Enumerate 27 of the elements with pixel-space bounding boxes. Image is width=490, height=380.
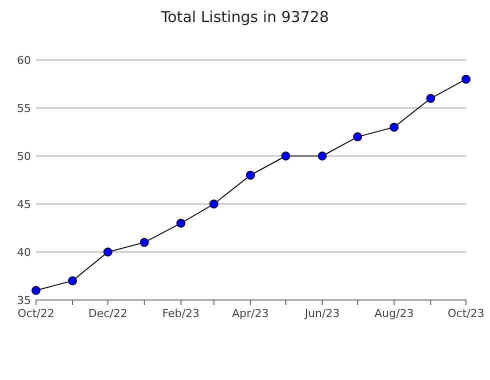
point [246,170,255,180]
point [390,122,399,132]
point [140,238,149,247]
y-tick-label: 40 [17,246,31,259]
x-tick-label: Jun/23 [304,307,340,320]
x-tick-label: Feb/23 [162,307,200,320]
point [426,94,436,103]
y-tick-label: 45 [17,198,31,211]
y-tick-label: 50 [17,150,31,163]
point [318,152,327,160]
x-tick-label: Dec/22 [88,307,128,320]
y-tick-label: 60 [17,54,31,67]
point [68,276,78,286]
point [462,74,470,84]
point [353,132,362,142]
point [281,152,290,160]
x-tick-label: Apr/23 [232,307,269,320]
point [103,248,112,256]
point [32,286,40,295]
y-tick-label: 55 [17,102,31,115]
y-tick-label: 35 [17,294,31,307]
point [209,200,218,208]
x-tick-label: Oct/22 [18,307,54,320]
x-tick-label: Oct/23 [448,307,484,320]
x-tick-label: Aug/23 [374,307,414,320]
chart-title: Total Listings in 93728 [160,8,329,26]
point [176,218,186,228]
